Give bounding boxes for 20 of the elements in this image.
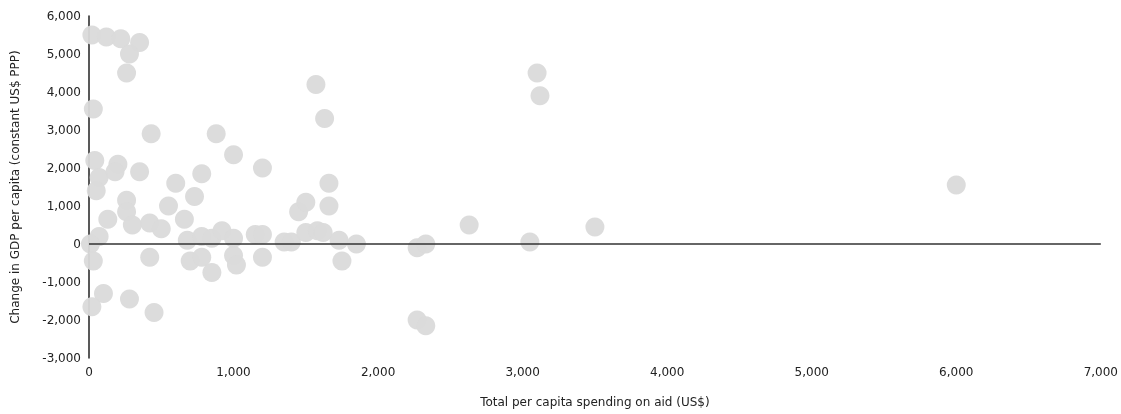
y-tick-label: 2,000 — [46, 161, 81, 175]
x-tick-label: 1,000 — [216, 365, 251, 379]
y-tick-label: -3,000 — [42, 351, 81, 365]
x-axis-title: Total per capita spending on aid (US$) — [479, 395, 710, 409]
y-tick-label: 4,000 — [46, 85, 81, 99]
y-tick-label: 6,000 — [46, 9, 81, 23]
x-tick-label: 6,000 — [939, 365, 974, 379]
x-tick-label: 2,000 — [360, 365, 396, 379]
x-tick-label: 3,000 — [505, 365, 540, 379]
x-tick-label: 4,000 — [650, 365, 685, 379]
y-tick-label: -2,000 — [42, 313, 81, 327]
x-tick-label: 5,000 — [794, 365, 829, 379]
y-tick-label: 5,000 — [46, 47, 81, 61]
y-tick-label: -1,000 — [42, 275, 81, 289]
y-tick-label: 1,000 — [46, 199, 81, 213]
y-axis-title: Change in GDP per capita (constant US$ PPP) — [8, 50, 22, 324]
y-tick-label: 0 — [73, 237, 81, 251]
y-tick-label: 3,000 — [46, 123, 81, 137]
x-tick-label: 7,000 — [1083, 365, 1118, 379]
x-tick-label: 0 — [85, 365, 93, 379]
